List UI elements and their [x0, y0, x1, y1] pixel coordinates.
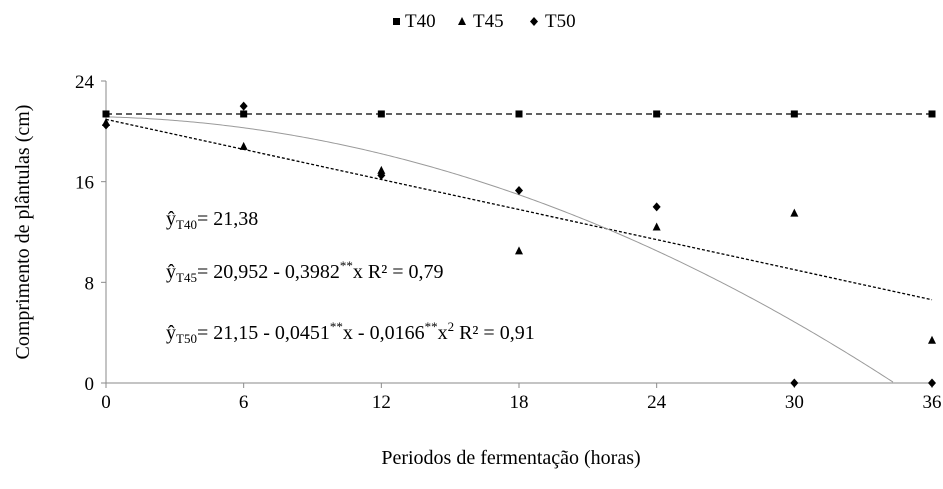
data-point-t45 [239, 141, 248, 150]
x-tick-label: 12 [372, 392, 391, 413]
y-tick-label: 24 [75, 72, 95, 93]
data-point-t50 [515, 185, 523, 195]
eq-t40-body: = 21,38 [197, 208, 258, 230]
eq-t50-yhat: ŷ [166, 322, 176, 344]
y-axis-title: Comprimento de plântulas (cm) [12, 105, 34, 360]
eq-t50-body4: R² = 0,91 [454, 322, 535, 344]
data-point-t40 [102, 110, 110, 118]
data-point-t50 [102, 120, 110, 130]
eq-t50-body2: x - 0,0166 [343, 322, 425, 344]
data-point-t50 [377, 170, 386, 180]
x-tick-label: 24 [647, 392, 667, 413]
legend: T40 T45 T50 [393, 11, 576, 32]
eq-t45-body2: x R² = 0,79 [353, 261, 444, 283]
data-point-t45 [652, 222, 661, 231]
eq-t50-body3: x [438, 322, 448, 344]
eq-t50-sup2: ** [425, 319, 438, 334]
data-point-t40 [653, 110, 661, 118]
legend-label-t40: T40 [405, 11, 436, 32]
legend-marker-t50 [530, 17, 538, 26]
data-point-t45 [790, 208, 799, 217]
data-point-t40 [240, 110, 248, 118]
legend-label-t50: T50 [545, 11, 576, 32]
equation-t50: ŷT50= 21,15 - 0,0451**x - 0,0166**x2 R² … [166, 319, 535, 346]
eq-t40-sub: T40 [176, 217, 197, 232]
eq-t50-sup3: 2 [448, 319, 455, 334]
data-point-t40 [790, 110, 798, 118]
y-tick-label: 8 [85, 273, 95, 294]
legend-marker-t40 [393, 18, 400, 25]
eq-t50-sup1: ** [330, 319, 343, 334]
x-tick-label: 0 [101, 392, 111, 413]
data-point-t45 [928, 335, 936, 344]
x-tick-label: 30 [785, 392, 804, 413]
y-tick-label: 16 [75, 173, 94, 194]
eq-t45-sub: T45 [176, 270, 197, 285]
data-point-t45 [515, 246, 523, 255]
eq-t45-yhat: ŷ [166, 261, 176, 283]
x-ticks: 0 6 12 18 24 30 36 [101, 383, 942, 413]
equation-t40: ŷT40= 21,38 [166, 208, 258, 232]
x-axis-title: Periodos de fermentação (horas) [381, 447, 640, 469]
data-points [102, 101, 936, 388]
fit-line-t50 [105, 116, 894, 383]
data-point-t40 [515, 110, 523, 118]
data-point-t50 [652, 202, 661, 212]
data-point-t50 [790, 378, 799, 388]
eq-t50-body1: = 21,15 - 0,0451 [197, 322, 330, 344]
y-ticks: 0 8 16 24 [75, 72, 106, 395]
equation-t45: ŷT45= 20,952 - 0,3982**x R² = 0,79 [166, 258, 444, 285]
data-point-t45 [377, 165, 386, 174]
x-tick-label: 18 [510, 392, 529, 413]
legend-label-t45: T45 [473, 11, 504, 32]
data-point-t40 [377, 110, 385, 118]
data-point-t50 [239, 101, 248, 111]
data-point-t40 [928, 110, 936, 118]
eq-t45-body1: = 20,952 - 0,3982 [197, 261, 340, 283]
eq-t50-sub: T50 [176, 331, 197, 346]
eq-t45-sup: ** [340, 258, 353, 273]
y-tick-label: 0 [85, 374, 95, 395]
x-tick-label: 6 [239, 392, 249, 413]
x-tick-label: 36 [923, 392, 942, 413]
legend-marker-t45 [458, 17, 466, 25]
data-point-t50 [928, 378, 936, 388]
eq-t40-yhat: ŷ [166, 208, 176, 230]
